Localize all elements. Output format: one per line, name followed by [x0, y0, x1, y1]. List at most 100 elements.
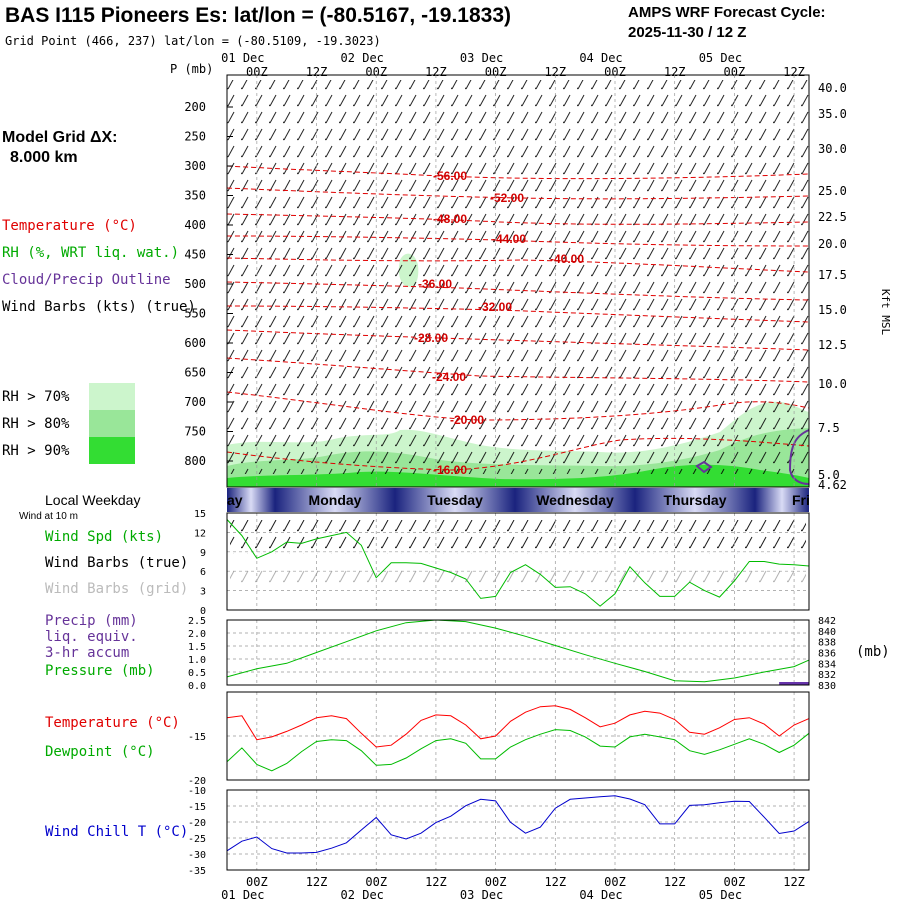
pressure-tick-350: 350	[184, 189, 206, 203]
weekday-1: Monday	[309, 492, 362, 508]
pressure-right-tick-1: 840	[818, 627, 836, 638]
legend-temperature: Temperature (°C)	[2, 218, 137, 234]
kft-tick-2: 30.0	[818, 142, 847, 156]
kft-tick-0: 40.0	[818, 81, 847, 95]
cycle-value: 2025-11-30 / 12 Z	[628, 24, 746, 41]
precip-liq-label: liq. equiv.	[45, 629, 138, 645]
bottom-date-4: 05 Dec	[699, 888, 742, 900]
bottom-hour-9: 12Z	[783, 875, 805, 889]
wind-barbs-grid-label: Wind Barbs (grid)	[45, 581, 188, 597]
top-date-2: 03 Dec	[460, 51, 503, 65]
bottom-date-3: 04 Dec	[579, 888, 622, 900]
chill-tick-0: -10	[188, 786, 206, 797]
contour-48	[226, 213, 810, 225]
precip-accum-label: 3-hr accum	[45, 645, 129, 661]
top-hour-1: 12Z	[306, 65, 328, 79]
top-hour-5: 12Z	[544, 65, 566, 79]
top-hour-4: 00Z	[485, 65, 507, 79]
precip-tick-1: 2.0	[188, 629, 206, 640]
kft-tick-1: 35.0	[818, 107, 847, 121]
top-hour-8: 00Z	[724, 65, 746, 79]
pressure-tick-650: 650	[184, 366, 206, 380]
bottom-hour-1: 12Z	[306, 875, 328, 889]
pressure-right-tick-0: 842	[818, 616, 836, 627]
contour-label-44: -44.00	[492, 232, 526, 246]
temp-tick-1: -20	[188, 776, 206, 787]
contour-16	[226, 437, 810, 471]
pressure-right-tick-3: 836	[818, 649, 836, 660]
precip-tick-5: 0.0	[188, 681, 206, 692]
legend-wind: Wind Barbs (kts) (true)	[2, 299, 196, 315]
local-weekday-label: Local Weekday	[45, 492, 140, 508]
precip-tick-3: 1.0	[188, 655, 206, 666]
contour-label-20: -20.00	[450, 413, 484, 427]
wind-speed-line	[226, 519, 810, 607]
bottom-date-0: 01 Dec	[221, 888, 264, 900]
pressure-tick-800: 800	[184, 454, 206, 468]
contour-label-56: -56.00	[433, 169, 467, 183]
pressure-tick-600: 600	[184, 336, 206, 350]
chart-title: BAS I115 Pioneers Es: lat/lon = (-80.516…	[5, 4, 511, 27]
pressure-right-tick-6: 830	[818, 681, 836, 692]
rh-label-80: RH > 80%	[2, 416, 70, 432]
temp-tick-0: -15	[188, 732, 206, 743]
weekday-3: Wednesday	[536, 492, 614, 508]
kft-tick-9: 10.0	[818, 377, 847, 391]
top-hour-3: 12Z	[425, 65, 447, 79]
contour-label-32: -32.00	[478, 300, 512, 314]
rh-legend: RH > 70% RH > 80% RH > 90%	[2, 383, 135, 464]
cloud-outline-2	[788, 429, 810, 485]
contour-44	[226, 235, 810, 247]
pressure-right-tick-5: 832	[818, 670, 836, 681]
wind-tick-4: 3	[200, 587, 206, 598]
legend-rh: RH (%, WRT liq. wat.)	[2, 245, 179, 261]
wind-chill-line	[226, 795, 810, 854]
weekday-4: Thursday	[663, 492, 726, 508]
contour-24	[226, 357, 810, 383]
precip-label: Precip (mm)	[45, 613, 138, 629]
pressure-tick-200: 200	[184, 100, 206, 114]
surface-barbs-grid	[230, 566, 806, 584]
temperature-line	[226, 705, 810, 748]
bottom-hour-2: 00Z	[365, 875, 387, 889]
temp-frame	[226, 691, 810, 781]
pressure-tick-500: 500	[184, 277, 206, 291]
top-date-1: 02 Dec	[341, 51, 384, 65]
pressure-line	[226, 619, 810, 683]
kft-tick-3: 25.0	[818, 184, 847, 198]
rh-swatch-70	[89, 383, 135, 410]
pressure-tick-250: 250	[184, 130, 206, 144]
top-hour-6: 00Z	[604, 65, 626, 79]
wind-tick-2: 9	[200, 548, 206, 559]
pressure-tick-300: 300	[184, 159, 206, 173]
kft-tick-12: 4.62	[818, 478, 847, 492]
pressure-tick-750: 750	[184, 425, 206, 439]
wind-tick-3: 6	[200, 567, 206, 578]
kft-tick-4: 22.5	[818, 210, 847, 224]
wind-10m-label: Wind at 10 m	[19, 511, 78, 522]
wind-frame	[226, 512, 810, 611]
pressure-right-tick-2: 838	[818, 638, 836, 649]
contour-32	[226, 305, 810, 323]
top-date-4: 05 Dec	[699, 51, 742, 65]
chill-tick-3: -25	[188, 834, 206, 845]
pressure-tick-450: 450	[184, 248, 206, 262]
dewpoint-line-label: Dewpoint (°C)	[45, 744, 155, 760]
wind-tick-5: 0	[200, 606, 206, 617]
chill-tick-4: -30	[188, 850, 206, 861]
legend-cloud: Cloud/Precip Outline	[2, 272, 171, 288]
contour-label-40: -40.00	[550, 252, 584, 266]
contour-label-24: -24.00	[432, 370, 466, 384]
rh-label-90: RH > 90%	[2, 443, 70, 459]
kft-tick-11: 5.0	[818, 468, 840, 482]
contour-label-28: -28.00	[414, 331, 448, 345]
temperature-line-label: Temperature (°C)	[45, 715, 180, 731]
chill-tick-5: -35	[188, 866, 206, 877]
cycle-title: AMPS WRF Forecast Cycle:	[628, 4, 826, 21]
rh-swatch-90	[89, 437, 135, 464]
top-hour-0: 00Z	[246, 65, 268, 79]
bottom-hour-4: 00Z	[485, 875, 507, 889]
weekday-0: ay	[227, 492, 243, 508]
wind-barbs-true-label: Wind Barbs (true)	[45, 555, 188, 571]
weekday-5: Fri	[792, 492, 810, 508]
